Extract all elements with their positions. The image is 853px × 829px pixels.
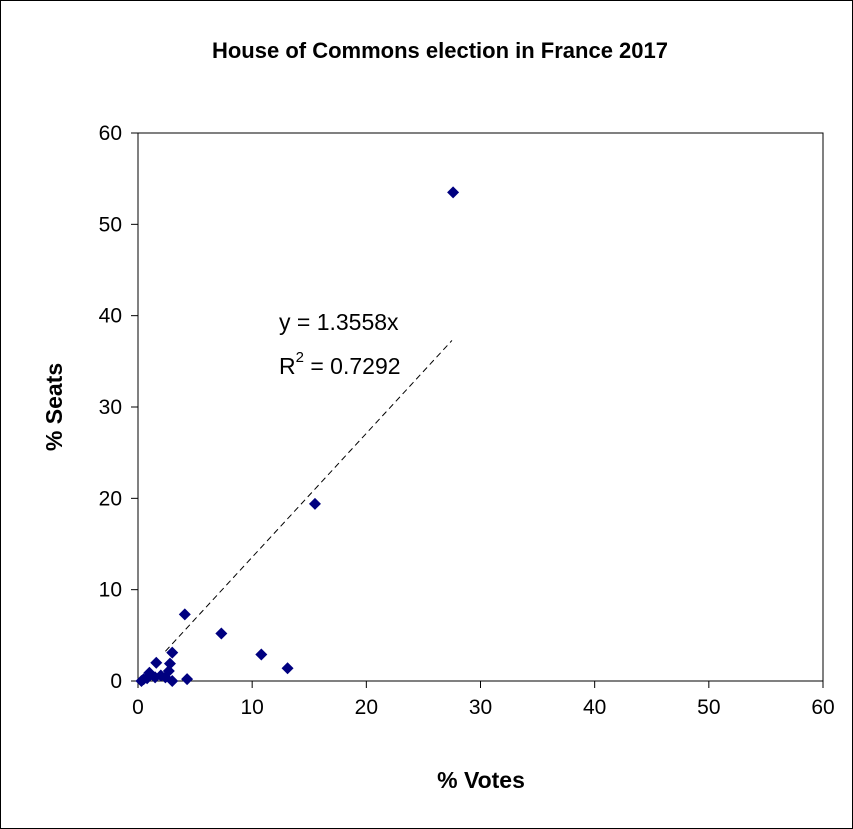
y-tick-label: 30	[99, 396, 122, 419]
trendline-r-squared: R2 = 0.7292	[279, 349, 401, 379]
r-squared-exponent: 2	[296, 349, 304, 366]
data-point	[308, 497, 321, 510]
x-axis: 0 10 20 30 40 50 60	[132, 681, 835, 719]
data-point	[135, 675, 148, 687]
trendline-equation: y = 1.3558x	[279, 309, 399, 335]
x-tick-label: 10	[240, 696, 263, 719]
y-tick-label: 10	[99, 579, 122, 602]
y-tick-label: 50	[99, 213, 122, 236]
x-tick-label: 20	[355, 696, 378, 719]
x-tick-label: 30	[469, 696, 492, 719]
data-point	[281, 662, 294, 675]
trendline	[165, 340, 453, 652]
y-tick-label: 0	[110, 670, 122, 693]
r-squared-label: R	[279, 353, 296, 379]
data-points	[135, 186, 460, 687]
data-point	[255, 648, 268, 661]
plot-area	[137, 132, 824, 682]
x-tick-label: 50	[697, 696, 720, 719]
data-point	[447, 186, 460, 199]
x-axis-title: % Votes	[437, 767, 525, 793]
data-point	[178, 608, 191, 621]
data-point	[181, 673, 194, 686]
y-tick-label: 20	[99, 487, 122, 510]
data-point	[166, 646, 179, 659]
chart-title: House of Commons election in France 2017	[212, 38, 668, 63]
x-tick-label: 60	[811, 696, 834, 719]
y-tick-label: 60	[99, 122, 122, 145]
data-point	[150, 656, 163, 669]
y-axis: 0 10 20 30 40 50 60	[99, 122, 138, 693]
r-squared-value: = 0.7292	[304, 353, 401, 379]
y-axis-title: % Seats	[41, 363, 67, 451]
x-tick-label: 0	[132, 696, 144, 719]
y-tick-label: 40	[99, 305, 122, 328]
x-tick-label: 40	[583, 696, 606, 719]
data-point	[163, 657, 176, 670]
data-point	[215, 627, 228, 640]
